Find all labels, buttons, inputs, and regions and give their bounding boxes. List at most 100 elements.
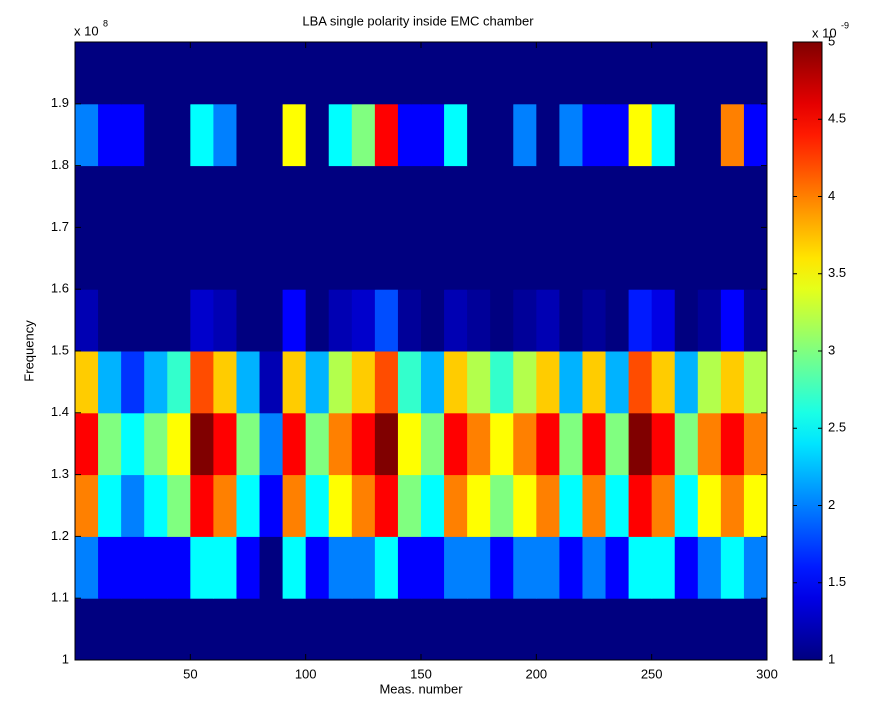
heat-cell <box>121 165 145 228</box>
heat-cell <box>190 536 214 599</box>
colorbar-tick-label: 2.5 <box>828 420 846 435</box>
y-tick-label: 1.5 <box>51 342 69 357</box>
heat-cell <box>328 351 353 414</box>
heat-cell <box>421 165 445 228</box>
heat-cell <box>720 474 745 537</box>
colorbar-tick-label: 1.5 <box>828 574 846 589</box>
heat-cell <box>75 227 99 290</box>
heat-cell <box>582 289 607 352</box>
heat-cell <box>144 42 168 105</box>
y-axis-label: Frequency <box>21 320 36 382</box>
y-tick-label: 1.7 <box>51 219 69 234</box>
heat-cell <box>467 227 491 290</box>
heat-cell <box>259 227 284 290</box>
heat-cell <box>582 227 607 290</box>
heat-cell <box>328 42 353 105</box>
heat-cell <box>282 474 307 537</box>
heat-cell <box>282 598 307 661</box>
heat-cell <box>213 351 237 414</box>
heat-cell <box>144 227 168 290</box>
heat-cell <box>628 289 653 352</box>
heat-cell <box>697 536 722 599</box>
heat-cell <box>397 165 422 228</box>
heat-cell <box>674 289 699 352</box>
heat-cell <box>374 227 399 290</box>
heat-cell <box>305 227 330 290</box>
heat-cell <box>190 598 214 661</box>
heat-cell <box>651 42 676 105</box>
heat-cell <box>213 412 237 476</box>
heat-cell <box>75 42 99 105</box>
heat-cell <box>374 598 399 661</box>
heat-cell <box>674 351 699 414</box>
heat-cell <box>444 474 468 537</box>
colorbar-tick-label: 4 <box>828 188 835 203</box>
heat-cell <box>144 165 168 228</box>
heat-cell <box>559 598 583 661</box>
heat-cell <box>98 598 122 661</box>
heat-cell <box>605 103 630 167</box>
heat-cell <box>536 227 560 290</box>
heat-cell <box>144 103 168 167</box>
heat-cell <box>467 536 491 599</box>
y-tick-label: 1.8 <box>51 157 69 172</box>
colorbar-tick-label: 1 <box>828 651 835 666</box>
heat-cell <box>536 289 560 352</box>
heat-cell <box>743 536 768 599</box>
heat-cell <box>259 289 284 352</box>
x-tick-label: 200 <box>525 666 547 681</box>
heat-cell <box>651 412 676 476</box>
heat-cell <box>167 351 191 414</box>
heat-cell <box>421 536 445 599</box>
heat-cell <box>190 474 214 537</box>
heat-cell <box>628 42 653 105</box>
heat-cell <box>144 289 168 352</box>
heat-cell <box>605 536 630 599</box>
heat-cell <box>397 474 422 537</box>
heat-cell <box>397 289 422 352</box>
heat-cell <box>328 412 353 476</box>
heat-cell <box>328 289 353 352</box>
heat-cell <box>121 103 145 167</box>
heat-cell <box>720 536 745 599</box>
heat-cell <box>305 474 330 537</box>
heat-cell <box>98 103 122 167</box>
heat-cell <box>75 474 99 537</box>
colorbar <box>792 41 823 661</box>
heat-cell <box>236 289 261 352</box>
heat-cell <box>674 598 699 661</box>
heat-cell <box>628 165 653 228</box>
heat-cell <box>213 289 237 352</box>
heat-cell <box>144 598 168 661</box>
heat-cell <box>259 103 284 167</box>
heat-cell <box>213 103 237 167</box>
heat-cell <box>490 536 514 599</box>
heat-cell <box>121 536 145 599</box>
heat-cell <box>397 598 422 661</box>
heat-cell <box>697 103 722 167</box>
heat-cell <box>582 598 607 661</box>
heat-cell <box>743 42 768 105</box>
y-tick-label: 1.9 <box>51 95 69 110</box>
heat-cell <box>213 165 237 228</box>
heat-cell <box>282 227 307 290</box>
heat-cell <box>328 474 353 537</box>
heat-cell <box>559 474 583 537</box>
heat-cell <box>536 165 560 228</box>
heat-cell <box>421 474 445 537</box>
heat-cell <box>628 598 653 661</box>
heat-cell <box>236 42 261 105</box>
heat-cell <box>490 412 514 476</box>
x-tick-label: 250 <box>641 666 663 681</box>
heat-cell <box>605 474 630 537</box>
heat-cell <box>75 103 99 167</box>
heat-cell <box>467 103 491 167</box>
heat-cell <box>444 42 468 105</box>
heat-cell <box>213 42 237 105</box>
heat-cell <box>374 412 399 476</box>
heat-cell <box>397 351 422 414</box>
heat-cell <box>582 412 607 476</box>
heat-cell <box>236 474 261 537</box>
heat-cell <box>167 165 191 228</box>
